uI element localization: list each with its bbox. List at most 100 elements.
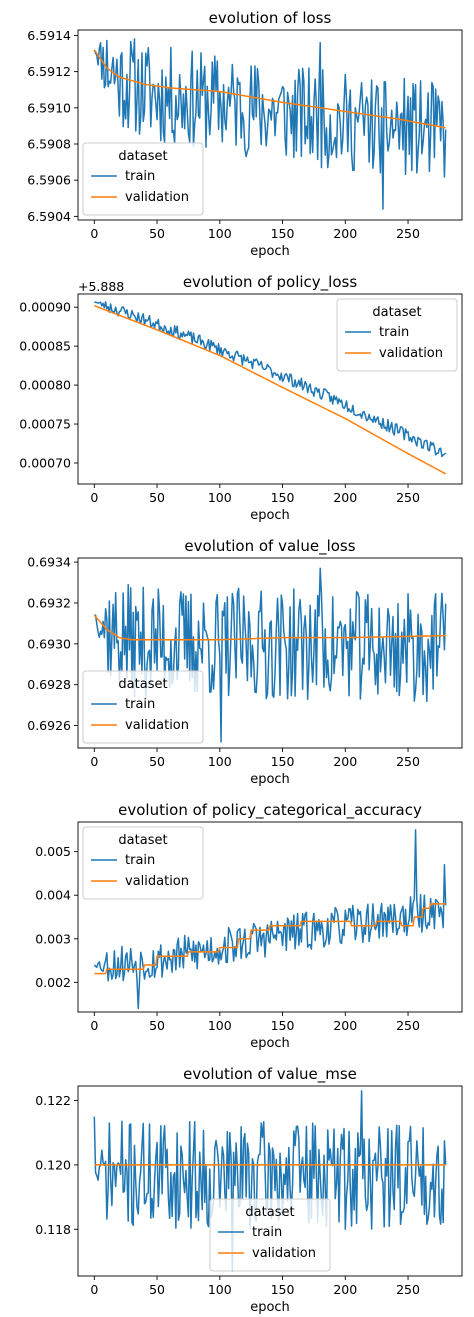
- x-tick-label: 0: [90, 226, 98, 241]
- legend-entry-validation: validation: [379, 346, 443, 361]
- x-tick-label: 200: [333, 1018, 357, 1033]
- series-line-validation: [93, 614, 446, 641]
- series-line-train: [94, 301, 447, 458]
- y-tick-label: 0.6926: [27, 718, 71, 733]
- y-tick-label: 0.005: [35, 844, 71, 859]
- x-tick-label: 250: [396, 754, 420, 769]
- series-group: [93, 38, 447, 210]
- legend-entry-validation: validation: [125, 718, 189, 733]
- y-tick-label: 6.5914: [27, 28, 71, 43]
- series-group: [93, 829, 447, 1010]
- legend: dataset train validation: [209, 1198, 331, 1272]
- chart-5: evolution of value_mse 0 50 100 150 200 250 epo…: [35, 1065, 463, 1315]
- legend-entry-validation: validation: [125, 190, 189, 205]
- x-axis-label: epoch: [250, 508, 290, 523]
- y-tick-label: 0.6930: [27, 636, 71, 651]
- legend-entry-validation: validation: [252, 1246, 316, 1261]
- chart-title: evolution of value_mse: [183, 1065, 357, 1084]
- series-line-validation: [93, 49, 446, 129]
- legend-entry-train: train: [125, 169, 155, 184]
- y-tick-label: 0.003: [35, 931, 71, 946]
- x-tick-label: 0: [90, 1282, 98, 1297]
- x-tick-label: 50: [149, 490, 165, 505]
- x-tick-label: 50: [149, 754, 165, 769]
- y-tick-label: 0.00090: [19, 300, 71, 315]
- legend-entry-train: train: [379, 325, 409, 340]
- x-tick-label: 250: [396, 490, 420, 505]
- x-tick-label: 0: [90, 1018, 98, 1033]
- legend-entry-validation: validation: [125, 874, 189, 889]
- chart-title: evolution of loss: [209, 9, 332, 27]
- axes-frame: [77, 557, 463, 749]
- x-tick-label: 150: [271, 490, 295, 505]
- chart-title: evolution of value_loss: [184, 537, 355, 556]
- legend-entry-train: train: [252, 1225, 282, 1240]
- y-tick-label: 0.00080: [19, 378, 71, 393]
- x-tick-label: 250: [396, 1018, 420, 1033]
- y-offset-label: +5.888: [78, 279, 124, 294]
- x-axis-label: epoch: [250, 1300, 290, 1315]
- legend-title: dataset: [118, 677, 167, 692]
- x-tick-label: 200: [333, 226, 357, 241]
- x-tick-label: 200: [333, 754, 357, 769]
- axes-frame: [77, 1085, 463, 1277]
- y-tick-label: 0.122: [35, 1093, 71, 1108]
- y-tick-label: 6.5912: [27, 64, 71, 79]
- series-line-train: [93, 829, 447, 1010]
- axes-frame: [77, 821, 463, 1013]
- x-tick-label: 50: [149, 1018, 165, 1033]
- x-tick-label: 100: [208, 490, 232, 505]
- x-axis-label: epoch: [250, 772, 290, 787]
- legend: dataset train validation: [82, 826, 204, 900]
- axes-frame: [77, 293, 463, 485]
- y-tick-label: 6.5904: [27, 209, 71, 224]
- series-group: [94, 301, 447, 475]
- legend-title: dataset: [118, 833, 167, 848]
- y-tick-label: 0.00085: [19, 339, 71, 354]
- y-tick-label: 6.5910: [27, 100, 71, 115]
- x-tick-label: 200: [333, 490, 357, 505]
- axes-frame: [77, 29, 463, 221]
- legend: dataset train validation: [82, 142, 204, 216]
- x-tick-label: 250: [396, 226, 420, 241]
- y-tick-label: 0.118: [35, 1222, 71, 1237]
- chart-2: evolution of policy_loss +5.888 0 50 100 150 2…: [19, 273, 463, 523]
- x-axis-label: epoch: [250, 244, 290, 259]
- series-group: [93, 1090, 447, 1272]
- series-group: [93, 567, 447, 743]
- y-tick-label: 0.6928: [27, 677, 71, 692]
- legend-title: dataset: [118, 149, 167, 164]
- x-tick-label: 150: [271, 1282, 295, 1297]
- chart-title: evolution of policy_categorical_accuracy: [118, 801, 422, 820]
- y-tick-label: 0.120: [35, 1157, 71, 1172]
- x-tick-label: 150: [271, 226, 295, 241]
- legend-title: dataset: [245, 1205, 294, 1220]
- y-tick-label: 0.00075: [19, 417, 71, 432]
- legend: dataset train validation: [82, 670, 204, 744]
- x-tick-label: 200: [333, 1282, 357, 1297]
- legend-entry-train: train: [125, 697, 155, 712]
- series-line-train: [94, 567, 447, 743]
- x-tick-label: 250: [396, 1282, 420, 1297]
- chart-4: evolution of policy_categorical_accuracy…: [35, 801, 463, 1051]
- x-tick-label: 100: [208, 226, 232, 241]
- y-tick-label: 0.004: [35, 888, 71, 903]
- chart-1: evolution of loss 0 50 100 150 200 250 epoch 6.5…: [27, 9, 463, 259]
- x-axis-label: epoch: [250, 1036, 290, 1051]
- series-line-train: [93, 38, 447, 210]
- y-tick-label: 0.002: [35, 975, 71, 990]
- x-tick-label: 150: [271, 1018, 295, 1033]
- x-tick-label: 100: [208, 1282, 232, 1297]
- x-tick-label: 100: [208, 754, 232, 769]
- series-line-validation: [94, 304, 447, 475]
- x-tick-label: 0: [90, 754, 98, 769]
- y-tick-label: 6.5908: [27, 137, 71, 152]
- legend-title: dataset: [372, 305, 421, 320]
- y-tick-label: 6.5906: [27, 173, 71, 188]
- chart-3: evolution of value_loss 0 50 100 150 200 250 ep…: [27, 537, 463, 787]
- x-tick-label: 150: [271, 754, 295, 769]
- y-tick-label: 0.6932: [27, 595, 71, 610]
- legend: dataset train validation: [336, 298, 458, 372]
- x-tick-label: 50: [149, 1282, 165, 1297]
